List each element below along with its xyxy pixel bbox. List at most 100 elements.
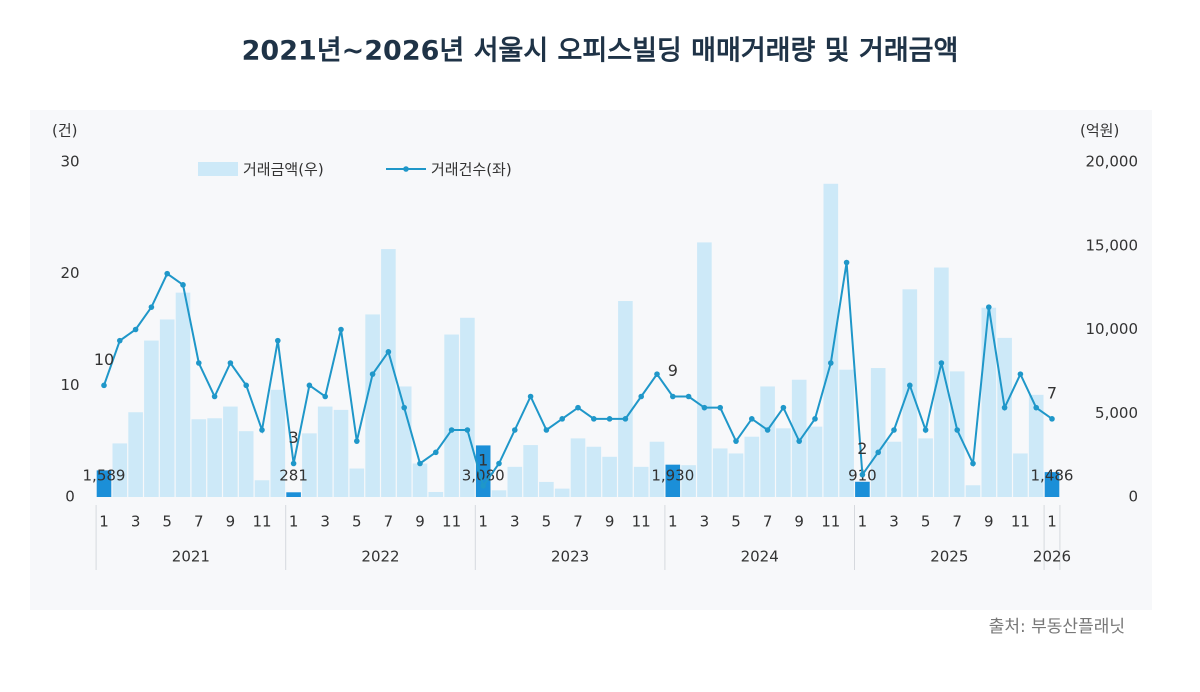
line-point	[875, 449, 881, 456]
line-point	[685, 393, 692, 400]
bar	[981, 307, 997, 497]
line-point	[859, 471, 866, 478]
line-point	[322, 393, 329, 400]
bar	[586, 446, 602, 497]
legend-label: 거래금액(우)	[243, 161, 324, 179]
line-point	[164, 270, 170, 277]
line-point	[196, 360, 202, 366]
x-tick-label: 9	[984, 513, 994, 531]
line-point	[606, 416, 613, 422]
plot-background	[30, 110, 1152, 610]
chart-title: 2021년~2026년 서울시 오피스빌딩 매매거래량 및 거래금액	[242, 36, 959, 67]
x-tick-label: 9	[415, 513, 425, 531]
bar	[444, 334, 459, 497]
x-tick-label: 9	[226, 513, 236, 531]
line-point	[243, 382, 249, 389]
line-point	[938, 360, 945, 366]
line-point	[638, 393, 644, 400]
bar	[254, 480, 270, 497]
line-point	[448, 427, 455, 433]
line-point	[907, 382, 913, 389]
line-point	[259, 427, 265, 433]
x-tick-label: 11	[632, 513, 651, 531]
bar	[728, 453, 744, 497]
x-tick-label: 3	[700, 513, 710, 531]
y-tick-label: 20	[60, 264, 79, 282]
line-point	[591, 416, 597, 422]
x-tick-label: 9	[605, 513, 615, 531]
line-point	[954, 427, 960, 433]
line-point	[1049, 416, 1055, 422]
line-point	[670, 393, 676, 400]
bar	[776, 428, 791, 497]
y-tick-label: 30	[60, 153, 79, 171]
bar-value-label: 281	[279, 467, 308, 485]
bar	[712, 448, 728, 497]
year-label: 2022	[361, 548, 399, 566]
line-point	[227, 360, 234, 366]
x-tick-label: 1	[99, 513, 109, 531]
y2-tick-label: 15,000	[1086, 236, 1139, 254]
bar	[855, 481, 870, 497]
bar	[396, 386, 412, 497]
x-tick-label: 11	[252, 513, 271, 531]
line-point	[1001, 404, 1008, 411]
bar	[286, 492, 301, 497]
bar	[633, 466, 649, 497]
year-label: 2026	[1033, 548, 1071, 566]
line-point	[1017, 371, 1024, 377]
line-value-label: 1	[478, 450, 488, 469]
bar	[1013, 453, 1028, 497]
bar	[886, 441, 902, 497]
line-value-label: 2	[857, 439, 867, 458]
line-value-label: 3	[289, 428, 299, 447]
y2-tick-label: 20,000	[1086, 153, 1139, 171]
x-tick-label: 1	[668, 513, 678, 531]
bar	[602, 456, 617, 497]
x-tick-label: 11	[1011, 513, 1030, 531]
y-tick-label: 0	[65, 488, 75, 506]
bar	[823, 183, 839, 497]
line-point	[275, 337, 281, 344]
line-point	[480, 483, 487, 489]
line-point	[654, 371, 660, 377]
bar	[554, 488, 570, 497]
line-point	[701, 404, 708, 411]
line-value-label: 10	[94, 350, 114, 369]
bar	[302, 433, 317, 497]
line-point	[1033, 404, 1039, 411]
bar	[365, 314, 380, 497]
bar	[744, 436, 760, 497]
x-tick-label: 1	[478, 513, 488, 531]
year-label: 2025	[930, 548, 968, 566]
x-tick-label: 5	[542, 513, 552, 531]
legend-swatch	[198, 162, 238, 176]
bar	[144, 340, 159, 497]
source: 출처: 부동산플래닛	[989, 617, 1125, 637]
x-tick-label: 11	[442, 513, 461, 531]
y2-tick-label: 0	[1128, 488, 1138, 506]
x-tick-label: 1	[289, 513, 299, 531]
bar	[649, 441, 665, 497]
bar	[207, 418, 222, 497]
x-tick-label: 5	[162, 513, 172, 531]
x-tick-label: 1	[858, 513, 868, 531]
line-point	[354, 438, 360, 444]
x-tick-label: 3	[320, 513, 330, 531]
x-tick-label: 3	[510, 513, 520, 531]
y2-tick-label: 5,000	[1095, 404, 1138, 422]
bar	[175, 292, 191, 497]
bar	[523, 445, 538, 497]
x-tick-label: 9	[794, 513, 804, 531]
bar	[381, 249, 396, 497]
line-point	[417, 460, 423, 467]
bar	[1028, 394, 1044, 497]
bar	[159, 319, 175, 497]
bar	[997, 337, 1012, 497]
x-tick-label: 7	[384, 513, 394, 531]
line-point	[986, 304, 992, 310]
line-point	[828, 360, 834, 366]
bar-value-label: 1,589	[83, 467, 126, 485]
line-point	[433, 449, 439, 456]
x-tick-label: 11	[821, 513, 840, 531]
